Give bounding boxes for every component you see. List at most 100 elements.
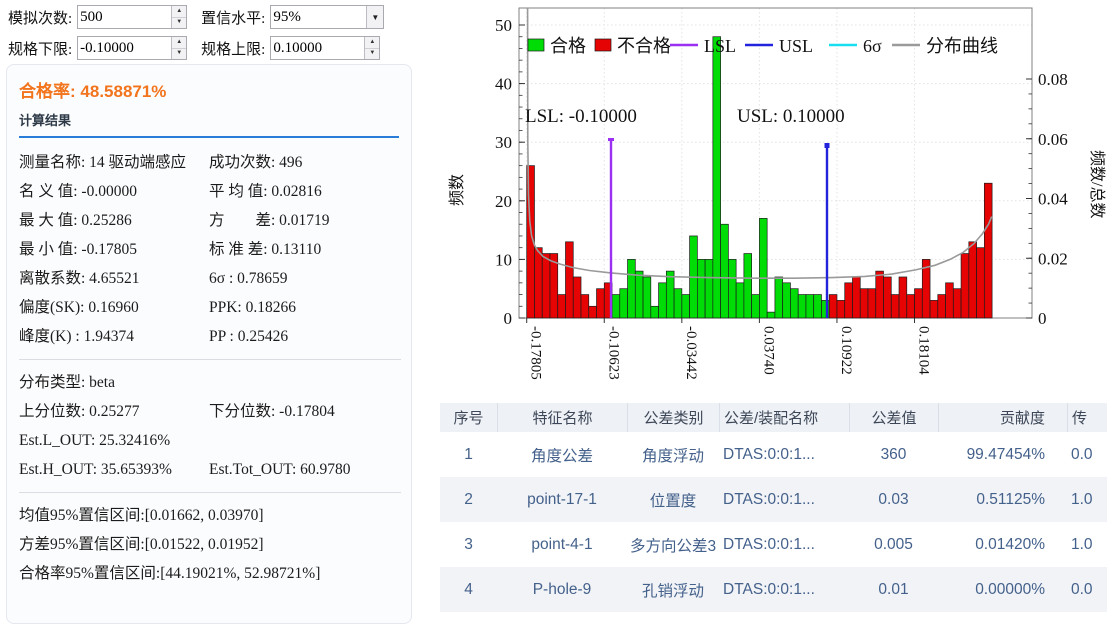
stat-left: 上分位数: 0.25277 bbox=[19, 403, 140, 420]
table-cell: 1.0 bbox=[1071, 535, 1093, 553]
stat-left: Est.H_OUT: 35.65393% bbox=[19, 461, 172, 478]
ytick-right-label: 0.06 bbox=[1038, 130, 1068, 149]
histogram-bar-fail bbox=[534, 247, 543, 319]
spin-down-icon[interactable]: ▼ bbox=[172, 48, 187, 59]
histogram-bar-fail bbox=[976, 247, 985, 319]
histogram-bar-pass bbox=[712, 36, 721, 319]
divider bbox=[19, 492, 401, 493]
confidence-group: 置信水平: ▼ bbox=[201, 5, 385, 29]
histogram-bar-fail bbox=[565, 241, 574, 319]
spec-lower-field: ▲ ▼ bbox=[77, 36, 188, 60]
ytick-left-label: 0 bbox=[504, 309, 513, 328]
table-row[interactable]: 3 point-4-1 多方向公差3 DTAS:0:0:1... 0.005 0.0142… bbox=[440, 522, 1107, 567]
legend-marker-合格 bbox=[527, 38, 545, 52]
legend-label: 6σ bbox=[863, 36, 882, 56]
table-cell: 0.01 bbox=[878, 580, 909, 598]
histogram-bar-pass bbox=[790, 288, 799, 319]
table-cell: 孔销浮动 bbox=[641, 582, 704, 600]
stat-left: 测量名称: 14 驱动端感应 bbox=[19, 154, 187, 171]
histogram-bar-fail bbox=[890, 294, 900, 319]
stat-left: 最 大 值: 0.25286 bbox=[19, 212, 132, 229]
table-cell: 0.0 bbox=[1071, 580, 1093, 598]
confidence-dropdown[interactable]: ▼ bbox=[270, 5, 385, 29]
confidence-interval-row: 均值95%置信区间:[0.01662, 0.03970] bbox=[19, 507, 264, 524]
spec-upper-input[interactable] bbox=[271, 37, 380, 59]
sim-count-group: 模拟次数: ▲ ▼ bbox=[8, 5, 188, 29]
histogram-bar-pass bbox=[751, 294, 760, 319]
spin-up-icon[interactable]: ▲ bbox=[172, 6, 187, 18]
xtick-label: 0.18104 bbox=[916, 326, 932, 375]
stat-row: 分布类型: beta bbox=[19, 368, 401, 397]
spin-up-icon[interactable]: ▲ bbox=[365, 37, 380, 49]
table-header-cell: 公差/装配名称 bbox=[719, 403, 849, 432]
section-title: 计算结果 bbox=[19, 113, 72, 128]
stat-row: 最 大 值: 0.25286 方 差: 0.01719 bbox=[19, 206, 401, 235]
lsl-annotation: LSL: -0.10000 bbox=[525, 106, 637, 127]
stat-left: 峰度(K) : 1.94374 bbox=[19, 328, 134, 345]
histogram-bar-pass bbox=[650, 305, 659, 319]
table-cell: DTAS:0:0:1... bbox=[723, 535, 815, 553]
table-cell: 0.00000% bbox=[975, 580, 1045, 598]
xtick-label: -0.17805 bbox=[528, 326, 544, 380]
table-row[interactable]: 4 P-hole-9 孔销浮动 DTAS:0:0:1... 0.01 0.00000% 0.… bbox=[440, 567, 1107, 612]
stat-right: Est.Tot_OUT: 60.9780 bbox=[209, 461, 351, 478]
sim-count-input[interactable] bbox=[78, 6, 187, 28]
stat-row: Est.H_OUT: 35.65393% Est.Tot_OUT: 60.9780 bbox=[19, 455, 401, 484]
ylabel-right: 频数/总数 bbox=[1088, 150, 1106, 218]
stats-block: 测量名称: 14 驱动端感应 成功次数: 496 名 义 值: -0.00000 平 … bbox=[19, 148, 401, 351]
histogram-bar-pass bbox=[720, 223, 729, 319]
histogram-bar-fail bbox=[867, 288, 877, 319]
legend-label: USL bbox=[779, 36, 813, 56]
confidence-value[interactable] bbox=[271, 6, 384, 28]
histogram-bar-fail bbox=[945, 282, 954, 319]
table-cell: 2 bbox=[464, 490, 473, 508]
xtick-label: 0.10922 bbox=[838, 326, 854, 375]
pass-rate-label: 合格率: bbox=[19, 82, 76, 101]
table-cell: 角度公差 bbox=[530, 447, 593, 465]
xtick-label: -0.03442 bbox=[683, 326, 699, 380]
stat-right: 成功次数: 496 bbox=[209, 154, 303, 171]
stat-left: 离散系数: 4.65521 bbox=[19, 270, 140, 287]
spin-up-icon[interactable]: ▲ bbox=[172, 37, 187, 49]
histogram-bar-pass bbox=[735, 282, 745, 319]
chevron-down-icon[interactable]: ▼ bbox=[366, 6, 384, 28]
spin-down-icon[interactable]: ▼ bbox=[172, 17, 187, 28]
histogram-bar-pass bbox=[611, 294, 621, 319]
xtick-label: 0.03740 bbox=[760, 326, 776, 375]
histogram-bar-fail bbox=[541, 253, 551, 319]
table-cell: 99.47454% bbox=[966, 445, 1045, 463]
ytick-left-label: 20 bbox=[495, 192, 512, 211]
table-row[interactable]: 2 point-17-1 位置度 DTAS:0:0:1... 0.03 0.51125% 1… bbox=[440, 477, 1107, 522]
histogram-bar-fail bbox=[921, 259, 931, 319]
spec-upper-spinner: ▲ ▼ bbox=[364, 37, 380, 59]
stat-row: Est.L_OUT: 25.32416% bbox=[19, 426, 401, 455]
pass-rate-value: 48.58871% bbox=[80, 82, 167, 101]
table-row[interactable]: 1 角度公差 角度浮动 DTAS:0:0:1... 360 99.47454% 0.0 bbox=[440, 432, 1107, 477]
table-cell: point-4-1 bbox=[531, 535, 593, 553]
histogram-bar-fail bbox=[883, 276, 892, 319]
results-card: 合格率: 48.58871% 计算结果 测量名称: 14 驱动端感应 成功次数: … bbox=[6, 64, 412, 624]
ytick-left-label: 40 bbox=[495, 75, 512, 94]
stat-row: 测量名称: 14 驱动端感应 成功次数: 496 bbox=[19, 148, 401, 177]
histogram-bar-pass bbox=[619, 288, 628, 319]
ytick-right-label: 0.08 bbox=[1038, 70, 1068, 89]
sim-count-spinner: ▲ ▼ bbox=[171, 6, 187, 28]
histogram-bar-fail bbox=[859, 288, 869, 319]
histogram-bar-fail bbox=[836, 300, 846, 319]
spec-lower-input[interactable] bbox=[78, 37, 187, 59]
spin-down-icon[interactable]: ▼ bbox=[365, 48, 380, 59]
table-cell: 位置度 bbox=[649, 492, 697, 510]
stat-row: 最 小 值: -0.17805 标 准 差: 0.13110 bbox=[19, 235, 401, 264]
table-cell: 0.0 bbox=[1071, 445, 1093, 463]
histogram-bar-pass bbox=[759, 218, 768, 319]
table-header-cell: 序号 bbox=[453, 410, 484, 427]
histogram-bar-fail bbox=[596, 288, 605, 319]
legend-marker-不合格 bbox=[594, 38, 612, 52]
stat-right: 平 均 值: 0.02816 bbox=[209, 183, 322, 200]
table-header-cell: 传 bbox=[1067, 403, 1107, 432]
histogram-bar-pass bbox=[797, 294, 807, 319]
table-header-cell: 公差类别 bbox=[627, 403, 719, 432]
ylabel-left: 频数 bbox=[448, 174, 466, 206]
table-cell: P-hole-9 bbox=[532, 580, 592, 598]
confidence-label: 置信水平: bbox=[201, 10, 266, 27]
